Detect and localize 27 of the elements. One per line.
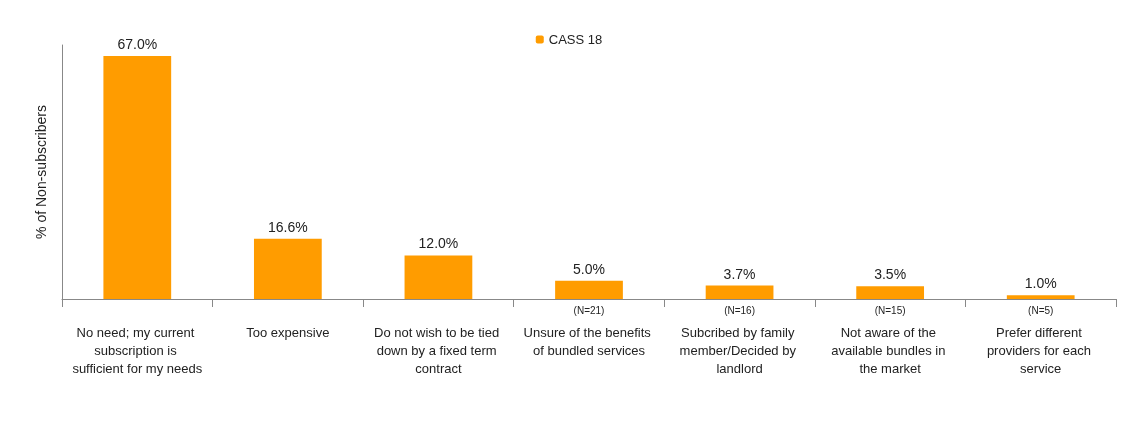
bar	[1006, 295, 1075, 299]
bar	[555, 280, 623, 299]
bar	[253, 238, 322, 299]
x-tick-label: Too expensive	[246, 324, 330, 340]
x-tick-label: Not aware of the available bundles in the market	[831, 324, 950, 376]
x-tick-label: Do not wish to be tied down by a fixed term contract	[374, 324, 503, 376]
data-label: 3.5%	[874, 266, 907, 283]
data-label: 67.0%	[117, 35, 158, 52]
data-label: 5.0%	[573, 260, 605, 277]
bar	[705, 285, 774, 299]
text: (N=5)	[1028, 304, 1054, 316]
data-label: 12.0%	[418, 235, 459, 252]
x-tick-label: Subcribed by family member/Decided by landlord	[679, 324, 800, 376]
data-label: 1.0%	[1024, 275, 1057, 292]
y-axis-title: % of Non-subscribers	[33, 105, 49, 239]
bar	[856, 286, 925, 299]
bar	[404, 255, 473, 299]
x-tick-label: Prefer different providers for each service	[986, 324, 1095, 376]
data-label: 16.6%	[268, 218, 308, 235]
data-label: 3.7%	[723, 265, 756, 282]
legend-label: CASS 18	[548, 32, 603, 47]
x-tick-label: No need; my current subscription is sufficient for my needs	[72, 324, 203, 376]
text: (N=15)	[874, 304, 906, 316]
text: (N=16)	[724, 304, 755, 316]
bar	[103, 55, 172, 299]
x-tick-label: Unsure of the benefits of bundled services	[523, 324, 655, 358]
text: (N=21)	[573, 304, 605, 316]
